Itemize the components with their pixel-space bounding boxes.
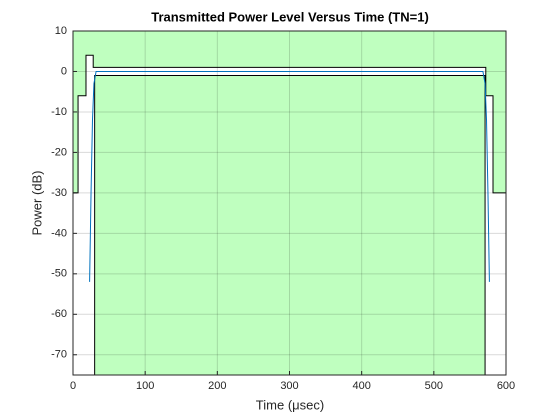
y-tick-label: -50 bbox=[51, 268, 67, 280]
series-line bbox=[73, 54, 506, 194]
x-tick-label: 500 bbox=[425, 380, 443, 392]
y-tick-label: 10 bbox=[55, 25, 67, 37]
mask-fill bbox=[94, 75, 486, 376]
y-tick-label: -20 bbox=[51, 146, 67, 158]
x-tick-label: 0 bbox=[70, 380, 76, 392]
x-tick-label: 300 bbox=[280, 380, 298, 392]
y-axis-label: Power (dB) bbox=[29, 170, 44, 235]
x-axis-label: Time (μsec) bbox=[256, 397, 324, 412]
series-line bbox=[94, 75, 486, 375]
y-tick-label: 0 bbox=[61, 65, 67, 77]
y-tick-label: -70 bbox=[51, 349, 67, 361]
chart-title: Transmitted Power Level Versus Time (TN=… bbox=[151, 9, 429, 24]
mask-fill bbox=[73, 31, 506, 193]
y-tick-label: -60 bbox=[51, 308, 67, 320]
y-tick-label: -10 bbox=[51, 106, 67, 118]
y-tick-label: -40 bbox=[51, 227, 67, 239]
x-tick-label: 400 bbox=[352, 380, 370, 392]
x-tick-label: 200 bbox=[208, 380, 226, 392]
axes-box bbox=[72, 30, 507, 376]
x-tick-label: 100 bbox=[136, 380, 154, 392]
y-tick-label: -30 bbox=[51, 187, 67, 199]
x-tick-label: 600 bbox=[497, 380, 515, 392]
series-line bbox=[89, 70, 490, 282]
